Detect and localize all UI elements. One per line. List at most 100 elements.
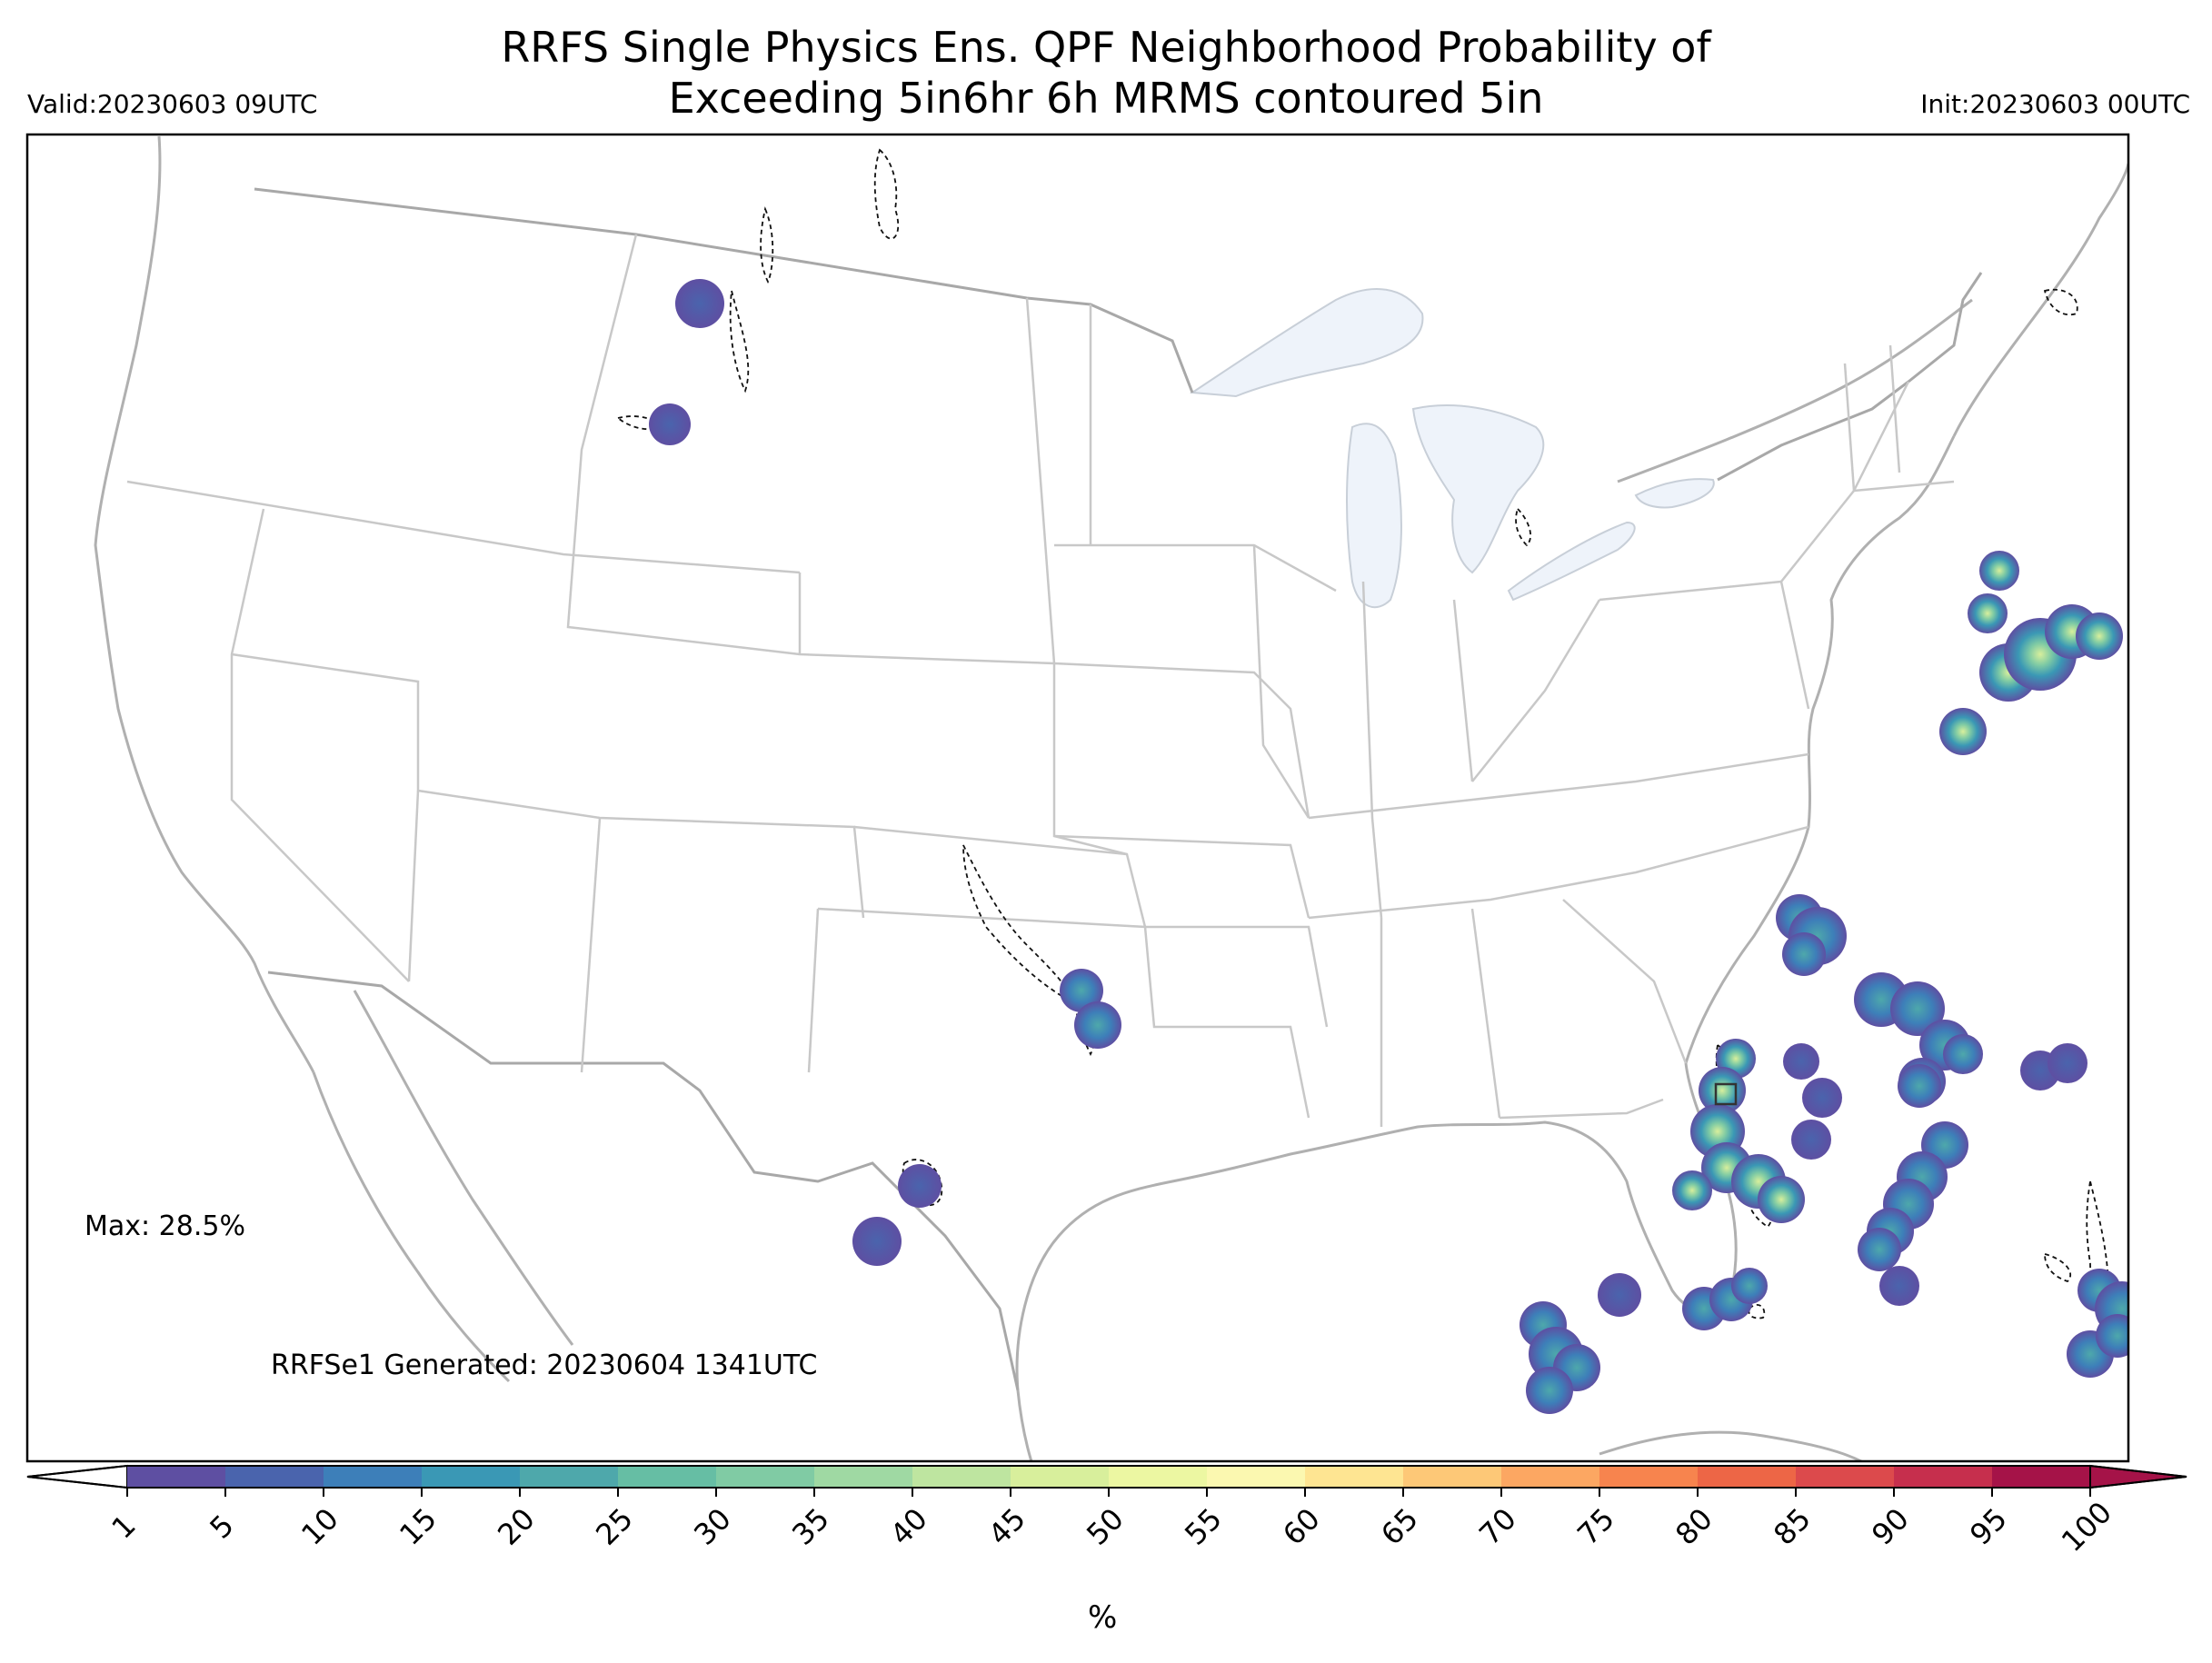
- mexico-west-coast: [353, 990, 574, 1346]
- state-line: [1308, 752, 1809, 820]
- prob-blob-oklahoma: [1060, 969, 1121, 1049]
- mrms-contour: [2044, 1252, 2072, 1283]
- prob-blob-atlantic-carolina: [1776, 894, 1847, 976]
- colorbar-swatch: [1501, 1466, 1600, 1488]
- state-line: [1452, 599, 1474, 782]
- cuba: [1599, 1430, 1865, 1461]
- prob-blob-east-edge: [2067, 1269, 2128, 1378]
- colorbar-swatch: [1305, 1466, 1404, 1488]
- map-layer: [94, 135, 2128, 1461]
- mrms-contour: [1748, 1304, 1766, 1319]
- colorbar-swatch: [912, 1466, 1011, 1488]
- colorbar-extend-min: [26, 1464, 128, 1489]
- state-line: [580, 817, 602, 1073]
- gulf-coast: [1015, 1120, 1733, 1391]
- prob-blob-far-east: [2020, 1043, 2087, 1090]
- state-line: [407, 790, 420, 982]
- us-canada-border-east: [1717, 272, 1983, 482]
- state-line: [1252, 544, 1310, 819]
- state-line: [1599, 580, 1810, 710]
- prob-blob-florida: [1672, 1039, 1805, 1223]
- mrms-contour: [873, 148, 900, 240]
- state-line: [1053, 662, 1310, 819]
- prob-blob-small-b: [1802, 1078, 1842, 1118]
- coastlines: [94, 135, 2128, 1461]
- colorbar-swatch: [814, 1466, 913, 1488]
- max-value-label: Max: 28.5%: [85, 1210, 245, 1242]
- generated-label: RRFSe1 Generated: 20230604 1341UTC: [271, 1349, 818, 1381]
- state-line: [1562, 899, 1688, 1064]
- state-line: [1145, 925, 1329, 1028]
- state-line: [1780, 381, 1910, 583]
- colorbar-unit-label: %: [1088, 1599, 1118, 1636]
- colorbar-swatch: [1992, 1466, 2091, 1488]
- state-line: [1054, 543, 1337, 593]
- mexico-gulf-coast: [1016, 1389, 1033, 1461]
- state-line: [817, 907, 1310, 1119]
- prob-blob-atlantic-east: [1854, 972, 1983, 1108]
- mrms-contour: [1515, 507, 1531, 547]
- colorbar-swatch: [520, 1466, 619, 1488]
- atlantic-coast: [1684, 435, 1956, 1064]
- state-line: [1888, 344, 1901, 473]
- colorbar-swatch: [1403, 1466, 1502, 1488]
- prob-blob-small-a: [1783, 1043, 1819, 1080]
- chart-title-line2: Exceeding 5in6hr 6h MRMS contoured 5in: [668, 74, 1544, 123]
- valid-time-label: Valid:20230603 09UTC: [27, 89, 318, 119]
- state-line: [1853, 480, 1955, 493]
- colorbar-swatch: [618, 1466, 717, 1488]
- prob-blob-south-florida: [1682, 1268, 1768, 1330]
- international-borders: [254, 187, 1983, 1391]
- prob-blob-keys: [1598, 1273, 1641, 1317]
- colorbar-swatch: [1011, 1466, 1110, 1488]
- great-lakes: [1190, 288, 1715, 609]
- chart-title-line1: RRFS Single Physics Ens. QPF Neighborhoo…: [501, 23, 1711, 72]
- prob-blob-atlantic-bahamas: [1858, 1121, 1968, 1271]
- lake-huron: [1411, 404, 1545, 574]
- colorbar-swatch: [1894, 1466, 1993, 1488]
- map-frame: [25, 133, 2130, 1463]
- state-line: [1053, 834, 1310, 919]
- colorbar-swatch: [1599, 1466, 1699, 1488]
- state-line: [1308, 825, 1809, 920]
- state-borders: [126, 234, 1955, 1127]
- state-line: [1361, 581, 1383, 919]
- baja-coast: [312, 1071, 511, 1383]
- max-location-marker: [1714, 1082, 1738, 1106]
- colorbar-swatch: [716, 1466, 815, 1488]
- lake-michigan: [1346, 423, 1402, 609]
- us-canada-border: [254, 187, 1194, 393]
- state-line: [807, 908, 820, 1073]
- prob-blob-small-d: [1879, 1266, 1919, 1306]
- colorbar-swatch: [1698, 1466, 1797, 1488]
- prob-blob-texas-b: [852, 1217, 902, 1266]
- state-line: [1471, 599, 1601, 782]
- prob-blob-montana-north: [675, 279, 724, 328]
- state-line: [1025, 297, 1128, 856]
- prob-blob-montana-south: [649, 403, 691, 445]
- state-line: [566, 234, 1055, 665]
- probability-field: [649, 279, 2128, 1414]
- mrms-contour: [2043, 288, 2078, 316]
- colorbar-swatch: [422, 1466, 521, 1488]
- prob-blob-texas-a: [898, 1164, 942, 1208]
- state-line: [126, 480, 801, 574]
- mrms-contour: [760, 206, 774, 284]
- new-england-coast: [1952, 163, 2128, 437]
- colorbar-swatch: [1796, 1466, 1895, 1488]
- colorbar: [26, 1464, 2187, 1497]
- state-line: [230, 508, 410, 982]
- state-line: [1843, 363, 1856, 492]
- lake-ontario: [1634, 478, 1715, 509]
- prob-blob-atlantic-ne: [1939, 551, 2123, 755]
- colorbar-extend-max: [2089, 1464, 2187, 1489]
- colorbar-swatch: [225, 1466, 324, 1488]
- state-line: [1499, 1098, 1664, 1120]
- colorbar-swatch: [127, 1466, 226, 1488]
- mrms-contour: [729, 290, 750, 393]
- prob-blob-gulf: [1520, 1301, 1600, 1414]
- state-line: [231, 652, 865, 919]
- colorbar-swatch: [1207, 1466, 1306, 1488]
- pacific-coastline: [94, 135, 315, 1073]
